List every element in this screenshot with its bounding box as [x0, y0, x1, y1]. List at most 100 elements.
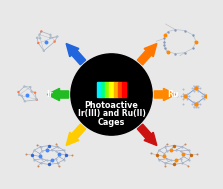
Point	[39, 162, 42, 165]
Point	[181, 87, 185, 90]
Point	[169, 148, 173, 151]
Point	[192, 100, 195, 103]
Point	[192, 90, 195, 93]
FancyArrow shape	[137, 124, 157, 146]
Point	[207, 87, 210, 90]
Point	[212, 95, 216, 98]
Point	[206, 98, 210, 101]
Point	[196, 84, 199, 87]
Point	[181, 145, 184, 148]
Point	[17, 93, 21, 96]
Point	[163, 165, 167, 168]
Point	[38, 37, 42, 40]
Point	[163, 33, 167, 36]
Point	[202, 98, 206, 101]
Point	[186, 92, 189, 95]
FancyArrow shape	[154, 88, 176, 101]
Point	[163, 40, 166, 43]
Point	[179, 157, 183, 160]
Point	[45, 40, 48, 43]
Point	[56, 145, 60, 148]
Point	[45, 159, 48, 162]
Point	[196, 90, 199, 93]
Point	[182, 152, 185, 155]
Point	[38, 152, 41, 155]
Point	[163, 152, 166, 155]
Point	[39, 30, 43, 33]
Bar	[114, 82, 118, 97]
Point	[186, 98, 189, 101]
Point	[23, 100, 27, 103]
Point	[163, 162, 167, 165]
Point	[163, 145, 167, 148]
Point	[42, 49, 45, 52]
Point	[202, 92, 206, 95]
Point	[194, 87, 197, 90]
Point	[179, 150, 183, 153]
Point	[64, 153, 68, 156]
Point	[198, 87, 201, 90]
Point	[57, 155, 60, 158]
Point	[204, 95, 208, 98]
Point	[163, 43, 166, 46]
Text: Ir: Ir	[46, 90, 53, 99]
Point	[172, 163, 176, 166]
Point	[175, 159, 178, 162]
Point	[49, 33, 52, 36]
Point	[196, 100, 199, 103]
FancyArrow shape	[66, 43, 86, 65]
Text: Ru: Ru	[168, 90, 179, 99]
Point	[36, 41, 40, 44]
Point	[165, 157, 169, 160]
Point	[54, 157, 58, 160]
Point	[55, 142, 58, 145]
Point	[62, 149, 66, 152]
Point	[194, 40, 198, 43]
Point	[194, 103, 197, 106]
Point	[182, 98, 185, 101]
Point	[62, 158, 66, 161]
Point	[190, 103, 193, 106]
Point	[180, 95, 183, 98]
Point	[47, 163, 51, 166]
Point	[181, 103, 185, 106]
Point	[165, 150, 169, 153]
Point	[57, 165, 60, 168]
Point	[166, 50, 170, 53]
Point	[189, 153, 193, 156]
Point	[194, 106, 197, 109]
Point	[207, 103, 210, 106]
Text: Cages: Cages	[98, 118, 125, 127]
Point	[176, 95, 179, 98]
Point	[194, 40, 198, 43]
Point	[155, 153, 159, 156]
Bar	[97, 82, 101, 97]
Point	[71, 154, 74, 157]
Point	[17, 91, 20, 94]
Circle shape	[71, 54, 152, 135]
Point	[163, 33, 167, 36]
Point	[29, 86, 32, 89]
Point	[35, 98, 38, 101]
Point	[35, 36, 39, 39]
Point	[172, 144, 176, 147]
FancyArrow shape	[137, 43, 157, 65]
Point	[54, 150, 58, 153]
Point	[36, 165, 39, 168]
Point	[173, 28, 177, 31]
Point	[45, 148, 48, 151]
Point	[182, 92, 185, 95]
Point	[33, 158, 36, 161]
Point	[149, 152, 153, 155]
Point	[190, 87, 193, 90]
Bar	[105, 82, 109, 97]
Point	[194, 40, 198, 43]
Point	[166, 50, 170, 53]
Point	[50, 148, 54, 151]
Point	[157, 158, 161, 161]
Point	[183, 51, 186, 54]
Point	[187, 149, 190, 152]
Point	[192, 84, 195, 87]
Point	[23, 85, 26, 88]
Point	[56, 162, 60, 165]
